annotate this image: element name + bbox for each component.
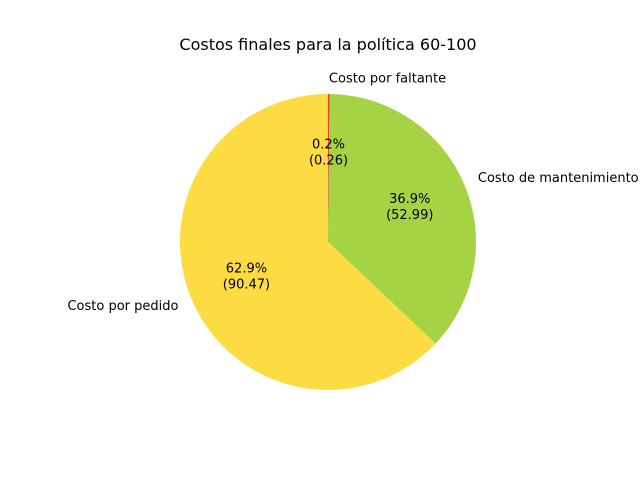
slice-percent-costo-de-mantenimiento: 36.9% [389, 192, 430, 207]
slice-value-costo-de-mantenimiento: (52.99) [386, 208, 433, 223]
slice-value-costo-por-pedido: (90.47) [223, 278, 270, 293]
slice-value-costo-por-faltante: (0.26) [309, 154, 348, 169]
slice-label-costo-por-pedido: Costo por pedido [67, 299, 178, 314]
slice-percent-costo-por-faltante: 0.2% [312, 138, 345, 153]
slice-percent-costo-por-pedido: 62.9% [226, 262, 267, 277]
chart-title: Costos finales para la política 60-100 [179, 35, 476, 54]
slice-label-costo-por-faltante: Costo por faltante [329, 72, 446, 87]
slice-label-costo-de-mantenimiento: Costo de mantenimiento [478, 171, 639, 186]
